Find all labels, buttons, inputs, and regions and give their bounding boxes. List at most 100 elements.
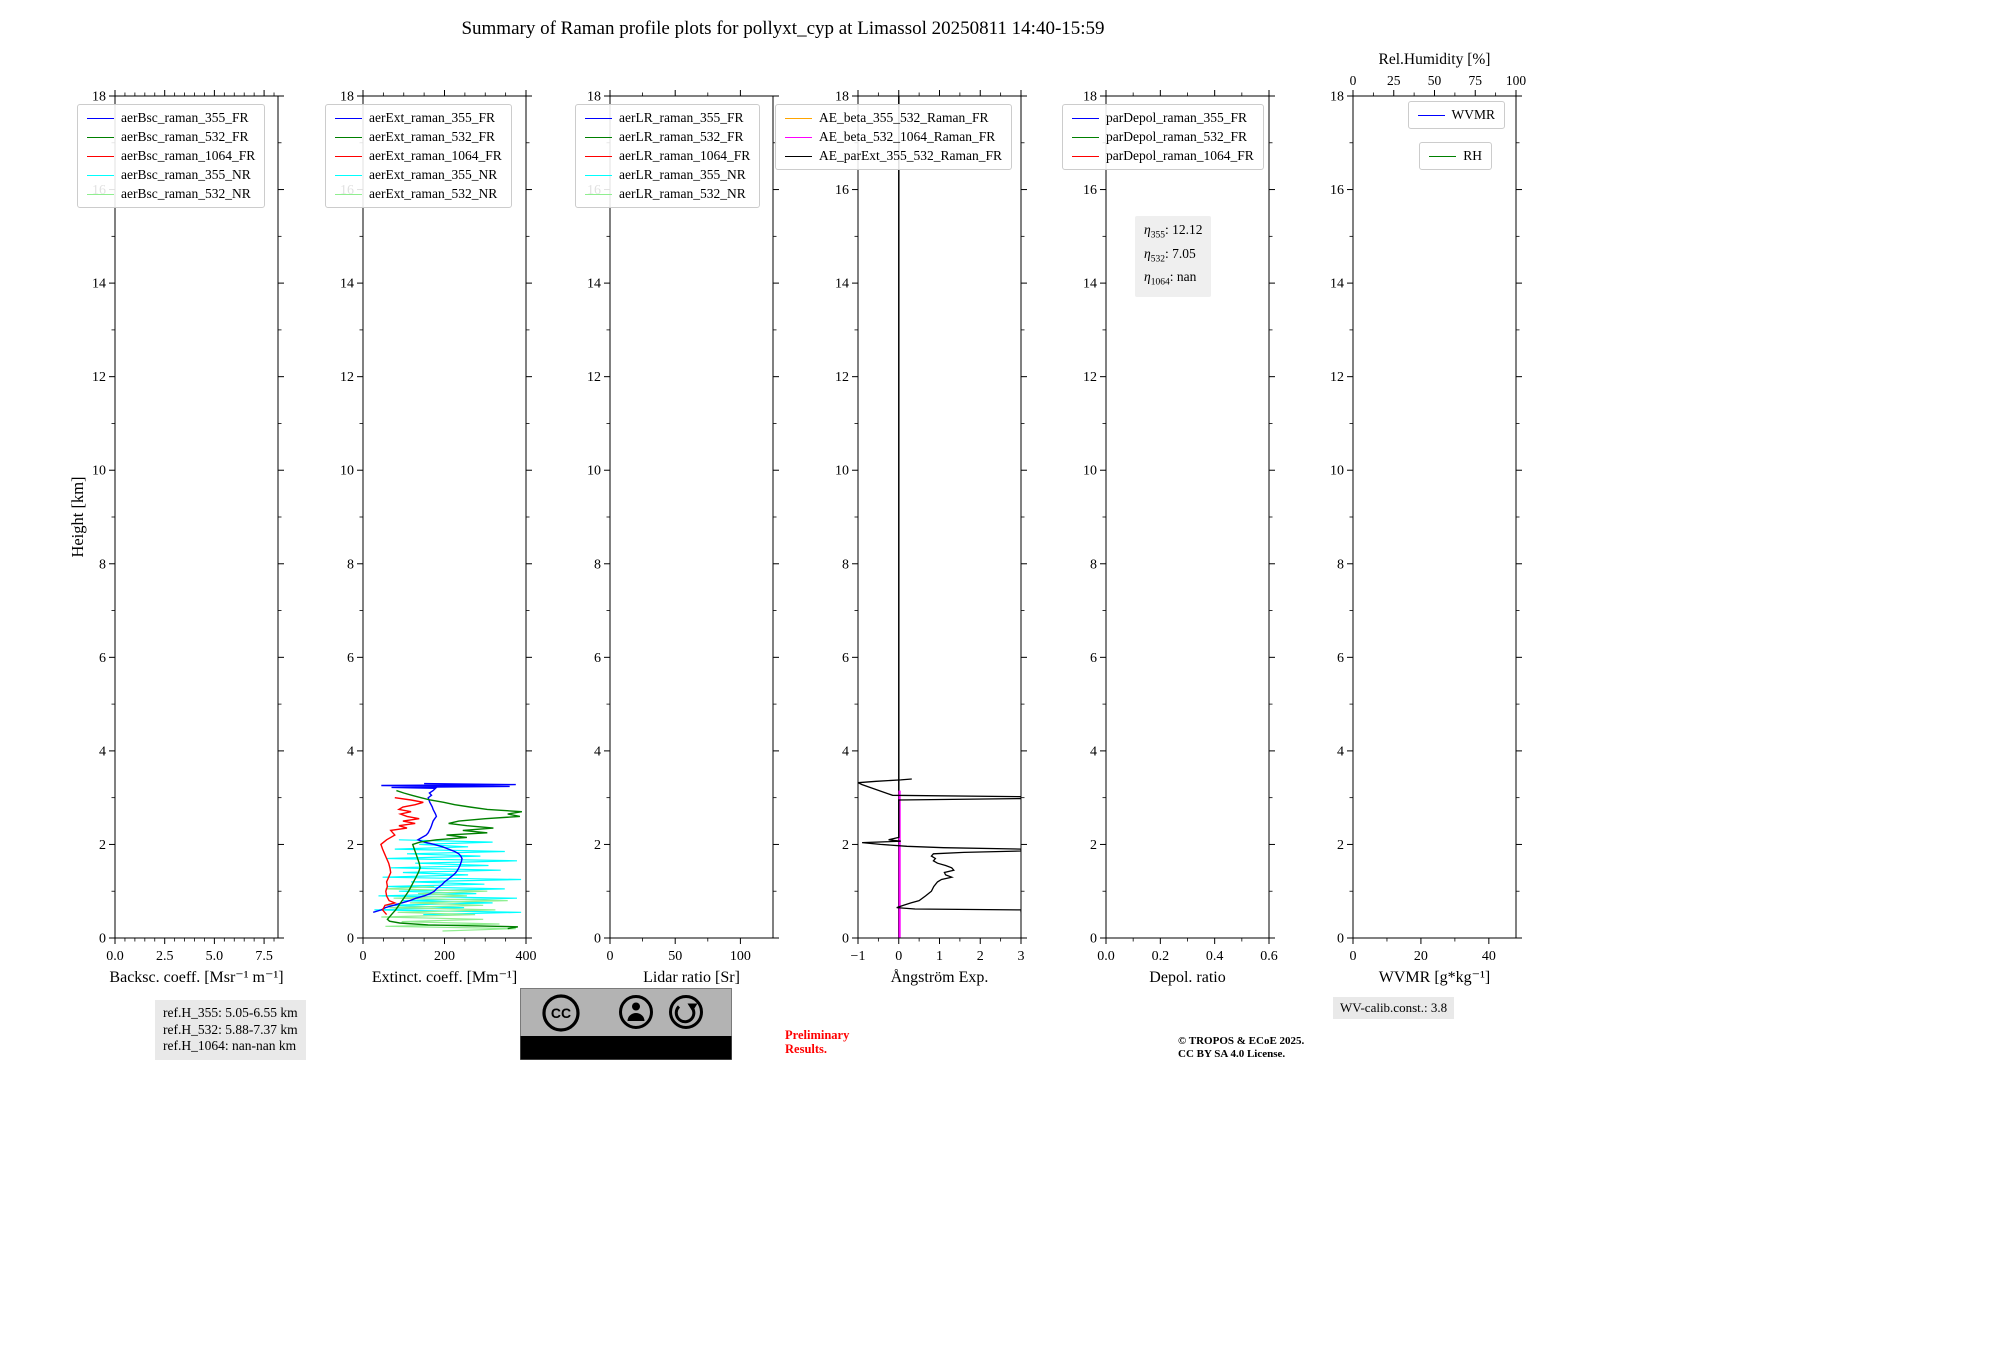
legend-entry: aerBsc_raman_532_FR bbox=[87, 129, 255, 145]
legend-label: AE_beta_355_532_Raman_FR bbox=[819, 110, 989, 125]
legend-entry: aerBsc_raman_355_FR bbox=[87, 110, 255, 126]
legend-label: aerLR_raman_532_NR bbox=[619, 186, 746, 201]
y-tick-label: 10 bbox=[340, 464, 354, 479]
top-tick-label: 100 bbox=[1506, 73, 1527, 88]
y-tick-label: 0 bbox=[347, 931, 354, 946]
cc-circle-icon bbox=[542, 994, 580, 1032]
preliminary-results-note: Preliminary Results. bbox=[785, 1028, 850, 1056]
y-axis-label: Height [km] bbox=[68, 476, 87, 558]
x-tick-label: 2 bbox=[977, 949, 984, 964]
y-tick-label: 12 bbox=[340, 370, 354, 385]
legend-line-sample bbox=[335, 117, 362, 119]
axes-frame bbox=[609, 95, 774, 939]
legend-label: aerBsc_raman_532_FR bbox=[121, 129, 249, 144]
legend-entry: AE_beta_532_1064_Raman_FR bbox=[785, 129, 1002, 145]
top-tick-label: 25 bbox=[1387, 73, 1401, 88]
x-axis-label: WVMR [g*kg⁻¹] bbox=[1379, 969, 1490, 986]
legend-label: aerLR_raman_1064_FR bbox=[619, 148, 751, 163]
y-tick-label: 2 bbox=[842, 838, 849, 853]
legend-entry: aerLR_raman_355_NR bbox=[585, 167, 750, 183]
legend-label: aerBsc_raman_532_NR bbox=[121, 186, 251, 201]
legend-label: aerLR_raman_355_FR bbox=[619, 110, 744, 125]
legend-line-sample bbox=[785, 117, 812, 119]
curve-aerExt_raman_532_NR bbox=[381, 885, 516, 932]
top-tick-label: 50 bbox=[1428, 73, 1442, 88]
ref-height-355: ref.H_355: 5.05-6.55 km bbox=[163, 1005, 298, 1020]
legend-line-sample bbox=[1072, 155, 1099, 157]
x-axis-label: Extinct. coeff. [Mm⁻¹] bbox=[372, 969, 517, 986]
legend-wvmr-1: RH bbox=[1419, 142, 1492, 170]
y-tick-label: 8 bbox=[1337, 557, 1344, 572]
y-tick-label: 14 bbox=[1083, 277, 1097, 292]
legend-entry: aerBsc_raman_1064_FR bbox=[87, 148, 255, 164]
legend-entry: aerExt_raman_532_NR bbox=[335, 186, 502, 202]
y-tick-label: 2 bbox=[594, 838, 601, 853]
y-tick-label: 4 bbox=[347, 744, 354, 759]
y-tick-label: 2 bbox=[99, 838, 106, 853]
y-tick-label: 14 bbox=[1330, 277, 1344, 292]
legend-entry: aerLR_raman_532_NR bbox=[585, 186, 750, 202]
x-tick-label: 100 bbox=[730, 949, 751, 964]
copyright-line-2: CC BY SA 4.0 License. bbox=[1178, 1047, 1286, 1060]
legend-entry: aerExt_raman_1064_FR bbox=[335, 148, 502, 164]
y-tick-label: 12 bbox=[1083, 370, 1097, 385]
legend-label: WVMR bbox=[1451, 107, 1496, 122]
legend-entry: AE_parExt_355_532_Raman_FR bbox=[785, 148, 1002, 164]
y-tick-label: 12 bbox=[835, 370, 849, 385]
legend-label: aerExt_raman_532_FR bbox=[369, 129, 495, 144]
legend-label: aerBsc_raman_355_NR bbox=[121, 167, 251, 182]
legend-label: aerExt_raman_532_NR bbox=[369, 186, 498, 201]
x-axis-label: Ångström Exp. bbox=[891, 968, 989, 986]
legend-line-sample bbox=[1072, 136, 1099, 138]
top-tick-label: 75 bbox=[1469, 73, 1483, 88]
curves-angstroem bbox=[858, 96, 1021, 938]
share-alike-arrow-icon bbox=[669, 995, 703, 1029]
legend-entry: aerExt_raman_532_FR bbox=[335, 129, 502, 145]
legend-line-sample bbox=[1429, 155, 1457, 157]
axes-frame bbox=[114, 95, 279, 939]
legend-label: RH bbox=[1463, 148, 1482, 163]
y-tick-label: 8 bbox=[594, 557, 601, 572]
y-tick-label: 10 bbox=[1330, 464, 1344, 479]
legend-line-sample bbox=[785, 155, 812, 157]
y-tick-label: 10 bbox=[1083, 464, 1097, 479]
legend-line-sample bbox=[1417, 114, 1445, 116]
axes-frame bbox=[857, 95, 1022, 939]
legend-entry: aerExt_raman_355_FR bbox=[335, 110, 502, 126]
legend-entry: aerExt_raman_355_NR bbox=[335, 167, 502, 183]
curves-extinction bbox=[373, 782, 523, 932]
legend-line-sample bbox=[87, 174, 114, 176]
y-tick-label: 4 bbox=[1090, 744, 1097, 759]
curve-aerExt_raman_532_FR bbox=[386, 789, 523, 930]
ref-height-532: ref.H_532: 5.88-7.37 km bbox=[163, 1021, 298, 1037]
legend-label: aerBsc_raman_355_FR bbox=[121, 110, 249, 125]
badge-bottom-bar bbox=[520, 1036, 732, 1060]
x-tick-label: 400 bbox=[516, 949, 537, 964]
legend-line-sample bbox=[585, 174, 612, 176]
copyright-note: © TROPOS & ECoE 2025. CC BY SA 4.0 Licen… bbox=[1178, 1035, 1304, 1060]
axes-frame bbox=[362, 95, 527, 939]
share-alike-arrowhead bbox=[687, 1003, 698, 1012]
legend-label: parDepol_raman_1064_FR bbox=[1106, 148, 1254, 163]
legend-line-sample bbox=[87, 193, 114, 195]
annotation-line: η355: 12.12 bbox=[1144, 222, 1203, 241]
y-tick-label: 14 bbox=[92, 277, 106, 292]
y-tick-label: 18 bbox=[92, 89, 106, 104]
x-tick-label: 0 bbox=[1350, 949, 1357, 964]
y-tick-label: 12 bbox=[92, 370, 106, 385]
x-tick-label: 0.0 bbox=[1097, 949, 1115, 964]
legend-label: aerExt_raman_355_FR bbox=[369, 110, 495, 125]
x-axis-label: Lidar ratio [Sr] bbox=[643, 969, 740, 986]
legend-label: aerLR_raman_532_FR bbox=[619, 129, 744, 144]
y-tick-label: 10 bbox=[835, 464, 849, 479]
legend-label: parDepol_raman_532_FR bbox=[1106, 129, 1247, 144]
y-tick-label: 4 bbox=[1337, 744, 1344, 759]
y-tick-label: 6 bbox=[347, 651, 354, 666]
x-tick-label: 2.5 bbox=[156, 949, 174, 964]
y-tick-label: 8 bbox=[1090, 557, 1097, 572]
legend-entry: WVMR bbox=[1417, 107, 1496, 123]
